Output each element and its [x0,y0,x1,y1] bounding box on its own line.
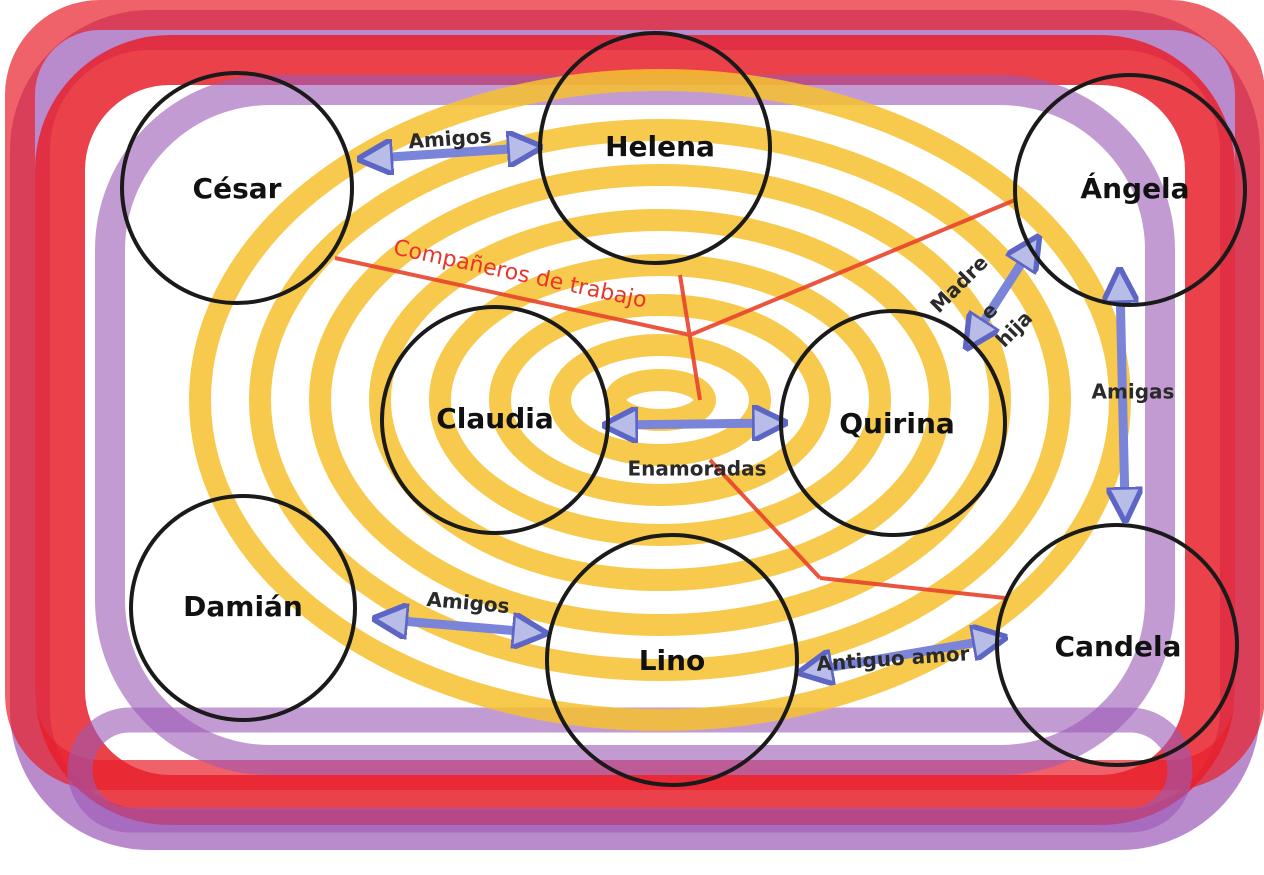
diagram: César Helena Ángela Claudia Quirina Dami… [0,0,1264,875]
node-label: César [193,172,282,205]
node-label: Lino [639,644,706,677]
node-label: Damián [183,590,303,623]
node-label: Quirina [839,407,955,440]
node-label: Ángela [1080,171,1189,205]
edge-label: Enamoradas [627,457,766,481]
node-label: Helena [605,130,715,163]
edge-label: Amigas [1092,380,1175,404]
node-label: Claudia [436,402,554,435]
node-label: Candela [1055,630,1182,663]
